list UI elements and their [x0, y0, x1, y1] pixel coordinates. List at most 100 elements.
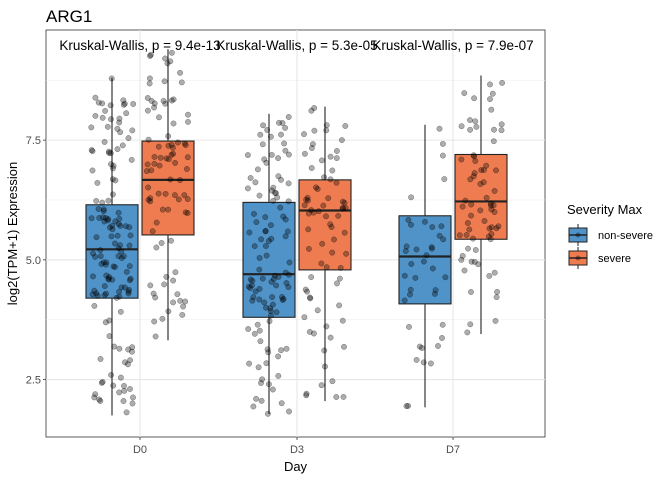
jitter-point [271, 272, 278, 279]
jitter-point [278, 400, 285, 407]
jitter-point [99, 114, 106, 121]
jitter-point [116, 293, 123, 300]
x-tick-label: D0 [133, 444, 147, 456]
jitter-point [459, 203, 466, 210]
jitter-point [435, 343, 441, 349]
jitter-point [109, 276, 116, 283]
jitter-point [163, 273, 170, 280]
jitter-point [115, 221, 122, 227]
jitter-point [248, 282, 255, 289]
jitter-point [183, 166, 190, 172]
jitter-point [91, 394, 98, 401]
jitter-point [92, 391, 99, 398]
jitter-point [247, 175, 254, 181]
jitter-point [268, 278, 275, 285]
jitter-point [421, 218, 428, 225]
jitter-point [168, 237, 174, 244]
jitter-point [252, 288, 259, 295]
jitter-point [145, 184, 152, 191]
jitter-point [303, 392, 310, 399]
jitter-point [491, 269, 498, 276]
jitter-point [464, 220, 471, 226]
jitter-point [147, 282, 154, 289]
jitter-point [333, 394, 340, 400]
jitter-point [151, 160, 158, 167]
jitter-point [96, 396, 103, 403]
jitter-point [286, 259, 293, 266]
jitter-point [257, 131, 264, 138]
jitter-point [108, 75, 115, 82]
jitter-point [342, 204, 349, 211]
jitter-point [115, 253, 122, 260]
jitter-point [93, 197, 100, 204]
jitter-point [265, 238, 272, 244]
jitter-point [491, 187, 498, 194]
jitter-point [110, 165, 116, 172]
jitter-point [318, 157, 325, 164]
jitter-point [276, 119, 282, 126]
jitter-point [96, 215, 103, 221]
jitter-point [113, 294, 120, 301]
jitter-point [458, 123, 465, 130]
box-severe-D3 [298, 105, 352, 402]
jitter-point [115, 209, 122, 216]
jitter-point [485, 233, 492, 240]
jitter-point [405, 217, 412, 223]
jitter-point [429, 245, 435, 252]
jitter-point [278, 131, 284, 138]
jitter-point [429, 265, 436, 272]
jitter-point [329, 249, 336, 256]
jitter-point [108, 161, 114, 168]
jitter-point [413, 356, 420, 363]
jitter-point [185, 111, 191, 118]
jitter-point [472, 247, 479, 253]
jitter-point [311, 127, 318, 134]
jitter-point [483, 162, 490, 169]
jitter-point [321, 174, 328, 181]
jitter-point [172, 269, 179, 276]
jitter-point [151, 318, 158, 325]
jitter-point [170, 120, 177, 127]
y-tick-label: 7.5 [26, 135, 41, 147]
legend-item-severe: severe [568, 247, 631, 269]
jitter-point [245, 326, 252, 332]
jitter-point [471, 258, 478, 265]
jitter-point [481, 218, 488, 224]
jitter-point [259, 275, 266, 282]
jitter-point [253, 395, 260, 402]
jitter-point [282, 216, 289, 223]
box-non-severe-D0 [85, 75, 139, 416]
jitter-point [129, 400, 136, 407]
jitter-point [109, 226, 116, 233]
box-body [85, 204, 139, 299]
jitter-point [337, 264, 344, 271]
legend-label: severe [598, 253, 631, 265]
jitter-point [408, 194, 415, 201]
jitter-point [169, 144, 176, 151]
jitter-point [160, 97, 167, 104]
jitter-point [486, 225, 493, 232]
jitter-point [106, 148, 112, 155]
jitter-point [470, 173, 477, 180]
jitter-point [269, 294, 276, 301]
jitter-point [333, 148, 340, 154]
jitter-point [249, 297, 256, 304]
jitter-point [401, 272, 408, 279]
chart-title: ARG1 [46, 7, 92, 26]
jitter-point [152, 294, 159, 301]
jitter-point [97, 253, 104, 260]
jitter-point [250, 403, 257, 410]
jitter-point [495, 223, 502, 230]
jitter-point [285, 114, 292, 120]
jitter-point [492, 317, 499, 324]
jitter-point [441, 176, 448, 183]
jitter-point [105, 197, 112, 204]
jitter-point [102, 107, 109, 114]
jitter-point [472, 158, 479, 164]
jitter-point [155, 143, 162, 150]
jitter-point [168, 97, 175, 104]
jitter-point [263, 252, 270, 259]
jitter-point [279, 120, 286, 126]
jitter-point [301, 314, 308, 321]
jitter-point [470, 152, 477, 159]
